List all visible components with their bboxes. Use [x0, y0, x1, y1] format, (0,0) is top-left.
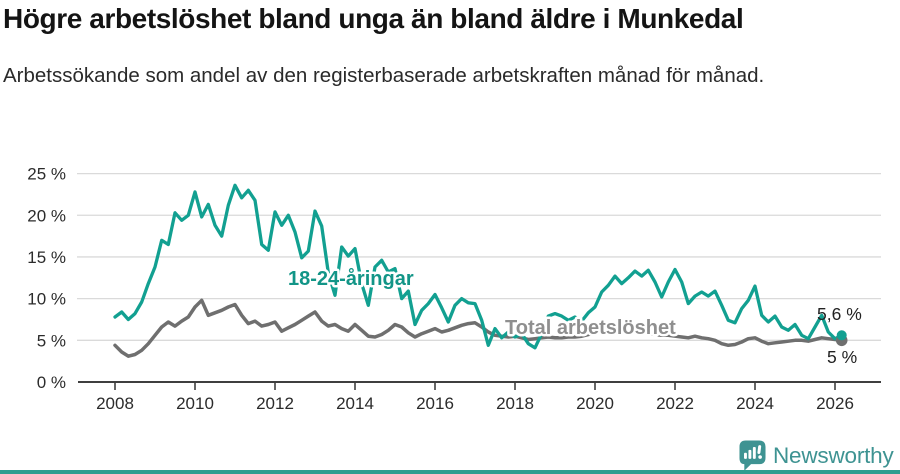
y-axis-tick-label: 20 %: [27, 206, 66, 225]
newsworthy-logo-icon: [739, 440, 766, 471]
y-axis-tick-label: 5 %: [37, 331, 66, 350]
y-axis-tick-label: 10 %: [27, 290, 66, 309]
newsworthy-brand-name: Newsworthy: [773, 442, 894, 468]
series-end-dot-youth: [836, 330, 847, 341]
chart-area: 0 % 5 % 10 % 15 % 20 % 25 % 2008 2010 2012 2014 20…: [0, 150, 900, 424]
x-axis-tick-label: 2022: [656, 394, 694, 413]
page-title: Högre arbetslöshet bland unga än bland ä…: [3, 3, 744, 34]
x-axis-tick-label: 2016: [416, 394, 454, 413]
series-label-youth: 18-24-åringar: [288, 267, 414, 290]
brand-bottom-border: [0, 470, 900, 474]
x-axis-tick-label: 2008: [96, 394, 134, 413]
newsworthy-attribution[interactable]: Newsworthy: [739, 440, 894, 471]
x-axis-tick-label: 2014: [336, 394, 374, 413]
x-axis-tick-label: 2012: [256, 394, 294, 413]
x-axis-tick-label: 2024: [736, 394, 774, 413]
x-axis-tick-label: 2020: [576, 394, 614, 413]
series-line-total: [113, 298, 844, 358]
chart-subtitle: Arbetssökande som andel av den registerb…: [3, 64, 765, 87]
x-axis-tick-label: 2010: [176, 394, 214, 413]
series-line-youth: [113, 183, 844, 350]
series-end-value-label-youth: 5,6 %: [817, 304, 862, 324]
unemployment-line-chart: 0 % 5 % 10 % 15 % 20 % 25 % 2008 2010 2012 2014 20…: [27, 165, 881, 413]
y-axis-tick-label: 25 %: [27, 165, 66, 184]
series-label-total: Total arbetslöshet: [505, 317, 676, 339]
x-axis-tick-label: 2026: [816, 394, 854, 413]
series-end-value-label-total: 5 %: [827, 347, 857, 367]
y-axis-tick-label: 15 %: [27, 248, 66, 267]
x-axis-tick-label: 2018: [496, 394, 534, 413]
y-axis-tick-label: 0 %: [37, 373, 66, 392]
